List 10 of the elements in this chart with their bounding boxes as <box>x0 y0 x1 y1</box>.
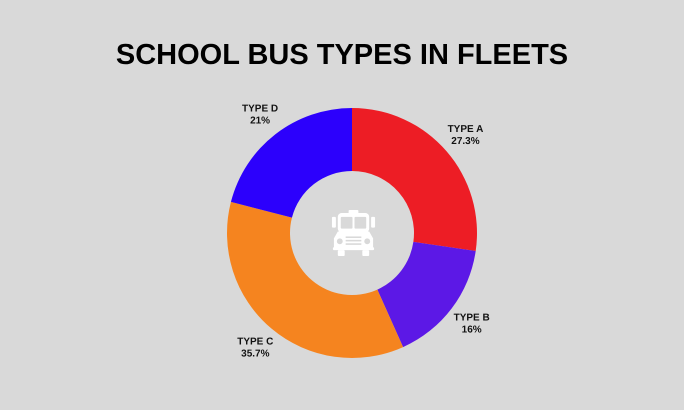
data-label: 27.3% <box>451 136 480 147</box>
slice-label: TYPE D <box>242 103 278 114</box>
slice-label: TYPE C <box>237 336 274 348</box>
donut-slice <box>227 202 404 358</box>
data-label: 16% <box>462 324 482 336</box>
chart-title: SCHOOL BUS TYPES IN FLEETS <box>116 39 568 71</box>
data-label: 35.7% <box>241 348 270 360</box>
slice-label: TYPE A <box>448 124 484 135</box>
slice-label: TYPE B <box>454 312 490 324</box>
data-label: 21% <box>250 115 270 126</box>
